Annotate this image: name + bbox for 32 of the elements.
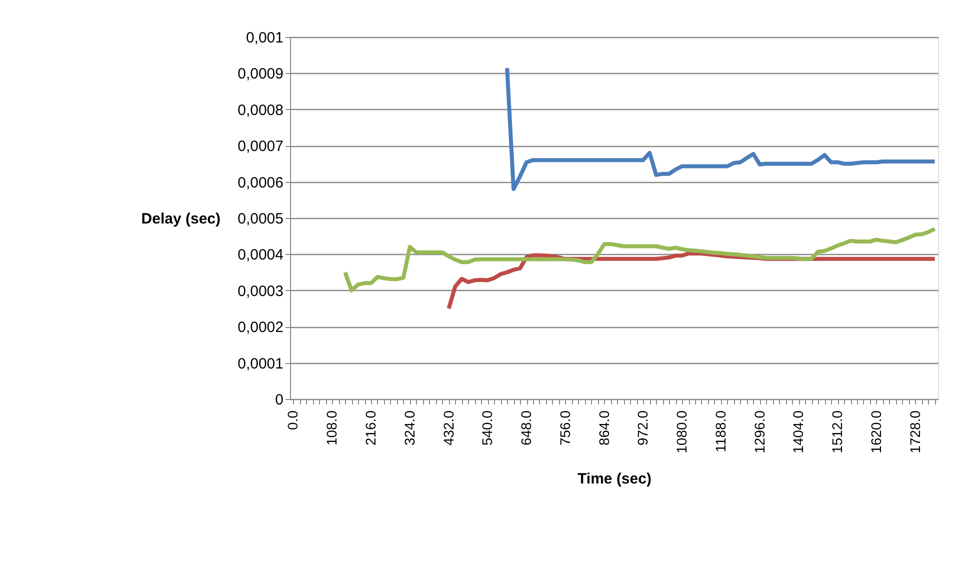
x-tick-label: 216.0 — [362, 410, 378, 446]
y-tick-label: 0,0002 — [238, 319, 284, 336]
x-tick-label: 432.0 — [440, 410, 456, 446]
x-tick-label: 540.0 — [479, 410, 496, 446]
x-tick-label: 1404.0 — [790, 410, 806, 454]
y-tick-label: 0,0003 — [238, 282, 284, 300]
x-tick-label: 864.0 — [596, 410, 612, 446]
y-tick-label: 0 — [275, 392, 284, 408]
x-tick-label: 1188.0 — [712, 410, 728, 452]
y-tick-label: 0,0006 — [238, 174, 284, 192]
y-tick-label: 0,0001 — [238, 355, 284, 372]
x-tick-label: 0.0 — [284, 410, 301, 430]
x-tick-label: 1620.0 — [868, 410, 884, 454]
y-tick-label: 0,0004 — [238, 246, 284, 264]
x-tick-label: 1728.0 — [906, 410, 923, 454]
y-tick-label: 0,001 — [246, 30, 284, 46]
x-tick-label: 108.0 — [324, 410, 340, 446]
line-series — [505, 66, 937, 192]
y-tick-label: 0,0005 — [238, 210, 284, 228]
y-axis-title: Delay (sec) — [141, 210, 220, 228]
x-tick-label: 1512.0 — [829, 410, 846, 454]
x-axis-title: Time (sec) — [578, 470, 652, 488]
y-tick-label: 0,0008 — [238, 102, 284, 119]
x-tick-label: 324.0 — [401, 410, 418, 446]
y-tick-label: 0,0009 — [238, 66, 284, 83]
line-series — [343, 226, 937, 292]
x-tick-label: 756.0 — [556, 410, 573, 446]
x-tick-label: 1296.0 — [751, 410, 768, 454]
x-tick-label: 1080.0 — [674, 410, 690, 454]
x-tick-label: 972.0 — [634, 410, 651, 446]
x-tick-label: 648.0 — [518, 410, 534, 446]
y-tick-label: 0,0007 — [238, 138, 284, 156]
